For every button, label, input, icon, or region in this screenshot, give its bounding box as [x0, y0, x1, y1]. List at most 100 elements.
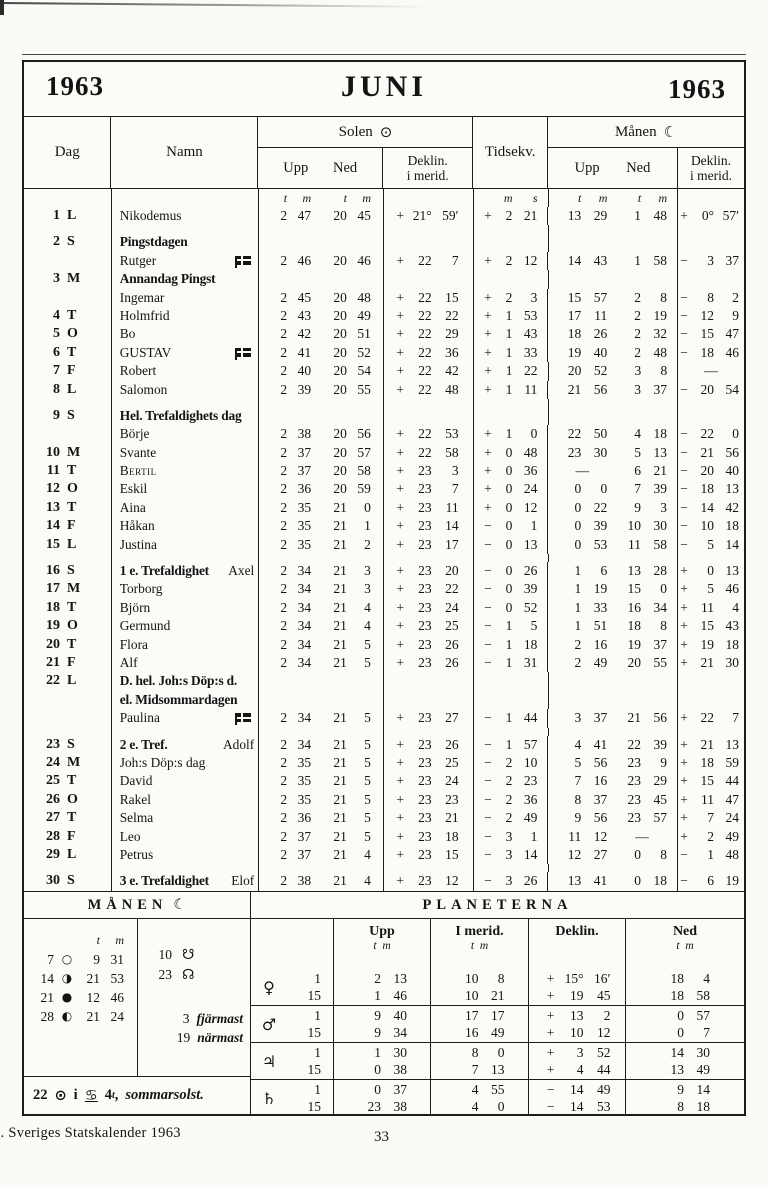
- sign: −: [484, 846, 492, 862]
- sun-rise-cell: 2 35: [259, 517, 321, 535]
- minutes: 4: [364, 846, 371, 862]
- sun-set-cell: 20 58: [321, 462, 384, 481]
- equation-of-time-cell: +0 24: [474, 480, 549, 499]
- name-text: 2 e. Tref.: [119, 736, 168, 752]
- minutes: 3: [364, 581, 371, 597]
- sign: +: [484, 307, 492, 323]
- sun-subheaders: Upp Ned Deklin. i merid.: [258, 148, 472, 188]
- no-value-dash: —: [704, 363, 718, 379]
- sign: −: [484, 618, 492, 634]
- sign: −: [680, 307, 688, 323]
- name-cell: el. Midsommardagen: [112, 690, 260, 710]
- hours: 21: [567, 381, 582, 397]
- name-cell: Rutger: [112, 251, 260, 271]
- equation-of-time-cell: −1 18: [474, 635, 549, 654]
- sign: +: [546, 1044, 555, 1060]
- name-cell: 3 e. Trefaldighet Elof: [112, 872, 260, 891]
- name-text: Björn: [119, 599, 151, 615]
- weekday-letter: T: [67, 463, 77, 479]
- name-cell: Paulina: [112, 709, 260, 728]
- day-cell: 27 T: [24, 809, 112, 828]
- equation-of-time-cell: −3 14: [474, 845, 549, 865]
- hours: 2: [280, 326, 288, 342]
- hours: 18: [627, 618, 642, 634]
- unit-t: t: [283, 191, 288, 205]
- value-minor: 1: [530, 518, 538, 534]
- sun-declination-cell: +23 25: [384, 617, 474, 636]
- moon-rise-cell: 23 30: [548, 444, 613, 462]
- sun-declination-cell: +23 20: [384, 562, 474, 581]
- moon-declination-cell: [678, 672, 744, 690]
- hours: 2: [280, 381, 288, 397]
- value-minor: 40: [725, 463, 740, 479]
- day-cell: 12 O: [24, 480, 112, 499]
- hours: 10: [465, 970, 479, 986]
- moon-ned-label: Ned: [626, 159, 651, 176]
- phase-hours: 21: [86, 971, 101, 986]
- deklin-label: Deklin.: [407, 152, 448, 168]
- equation-of-time-cell: +1 53: [474, 306, 549, 326]
- moon-set-cell: [613, 270, 679, 289]
- value-major: 22: [418, 426, 432, 442]
- day-number: 15: [46, 536, 60, 552]
- value-major: 1: [505, 618, 513, 634]
- sun-declination-cell-empty: [384, 727, 474, 736]
- moon-set-cell: 16 34: [613, 598, 679, 618]
- minutes: 18: [653, 873, 668, 889]
- value-minor: 53: [523, 307, 538, 323]
- hours: 2: [280, 481, 288, 497]
- name-cell-empty: [112, 225, 260, 234]
- day-number: 16: [46, 563, 60, 579]
- planet-set-value: 18 4: [626, 970, 744, 987]
- value-major: 11: [701, 791, 715, 807]
- name-text: Ingemar: [119, 289, 165, 305]
- day-number: 7: [53, 363, 60, 379]
- sun-set-cell: 20 48: [321, 288, 384, 307]
- value-major: 2: [707, 828, 715, 844]
- day-number: 20: [46, 636, 60, 652]
- name-cell: Bertil: [112, 462, 260, 481]
- mars-icon: ♂: [261, 1014, 277, 1034]
- value-major: 0: [505, 481, 513, 497]
- hours: 20: [333, 426, 347, 442]
- unit-tm: t m: [373, 940, 391, 952]
- moon-phase-row: 28 ◐ 21 24: [24, 1007, 137, 1026]
- hours: 20: [333, 381, 347, 397]
- day-cell: 23 S: [24, 735, 112, 754]
- day-number: 25: [46, 773, 60, 789]
- day-number: 1: [53, 208, 60, 223]
- minutes: 4: [364, 599, 371, 615]
- minutes: 56: [357, 426, 371, 442]
- weekday-letter: F: [67, 363, 76, 379]
- moon-set-cell: 20 55: [613, 653, 679, 673]
- sun-set-cell-empty: [321, 225, 384, 234]
- unit-t: t: [343, 191, 347, 205]
- moon-rise-cell: 0 39: [548, 517, 613, 535]
- moon-declination-cell: —: [678, 362, 744, 380]
- moon-set-cell: 23 9: [613, 753, 679, 773]
- hours: 9: [634, 499, 642, 515]
- calendar-row-day-22: 22 L D. hel. Joh:s Döp:s d.: [24, 672, 744, 691]
- day-number: 29: [46, 846, 60, 862]
- sign: +: [484, 499, 492, 515]
- value-minor: 44: [597, 1062, 611, 1078]
- moon-declination-cell: +19 18: [678, 636, 744, 654]
- moon-set-cell: 22 39: [613, 735, 679, 754]
- name-text: D. hel. Joh:s Döp:s d.: [119, 673, 238, 689]
- value-minor: 12: [597, 1025, 611, 1041]
- unit-tm: t m: [470, 940, 489, 952]
- minutes: 57: [653, 810, 668, 826]
- equation-of-time-cell: −1 31: [474, 653, 549, 673]
- moon-rise-cell: 8 37: [548, 791, 613, 809]
- name-cell: Pingstdagen: [112, 233, 260, 252]
- moon-phase-row: 7 ○ 9 31: [24, 950, 137, 969]
- apsis-rows: 3 fjärmast 19 närmast: [138, 1009, 250, 1047]
- minutes: 34: [297, 654, 312, 670]
- minutes: 29: [653, 773, 668, 789]
- value-major: 2: [505, 773, 513, 789]
- sun-icon: ⊙: [379, 123, 393, 141]
- apsis-day: 19: [176, 1030, 191, 1045]
- hours: 2: [280, 563, 288, 579]
